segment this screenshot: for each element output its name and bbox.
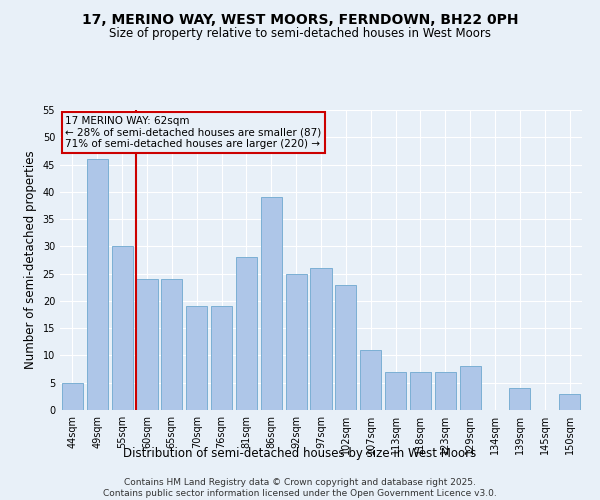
Bar	[435, 372, 456, 410]
Bar	[62, 382, 83, 410]
Bar	[360, 350, 381, 410]
Bar	[261, 198, 282, 410]
Bar	[559, 394, 580, 410]
Bar	[335, 284, 356, 410]
Bar	[186, 306, 207, 410]
Bar	[236, 258, 257, 410]
Text: 17 MERINO WAY: 62sqm
← 28% of semi-detached houses are smaller (87)
71% of semi-: 17 MERINO WAY: 62sqm ← 28% of semi-detac…	[65, 116, 322, 149]
Bar	[385, 372, 406, 410]
Bar	[509, 388, 530, 410]
Bar	[286, 274, 307, 410]
Text: Size of property relative to semi-detached houses in West Moors: Size of property relative to semi-detach…	[109, 28, 491, 40]
Bar	[211, 306, 232, 410]
Text: Distribution of semi-detached houses by size in West Moors: Distribution of semi-detached houses by …	[124, 448, 476, 460]
Bar	[87, 159, 108, 410]
Text: 17, MERINO WAY, WEST MOORS, FERNDOWN, BH22 0PH: 17, MERINO WAY, WEST MOORS, FERNDOWN, BH…	[82, 12, 518, 26]
Bar	[136, 279, 158, 410]
Bar	[410, 372, 431, 410]
Text: Contains HM Land Registry data © Crown copyright and database right 2025.
Contai: Contains HM Land Registry data © Crown c…	[103, 478, 497, 498]
Bar	[161, 279, 182, 410]
Y-axis label: Number of semi-detached properties: Number of semi-detached properties	[24, 150, 37, 370]
Bar	[310, 268, 332, 410]
Bar	[460, 366, 481, 410]
Bar	[112, 246, 133, 410]
